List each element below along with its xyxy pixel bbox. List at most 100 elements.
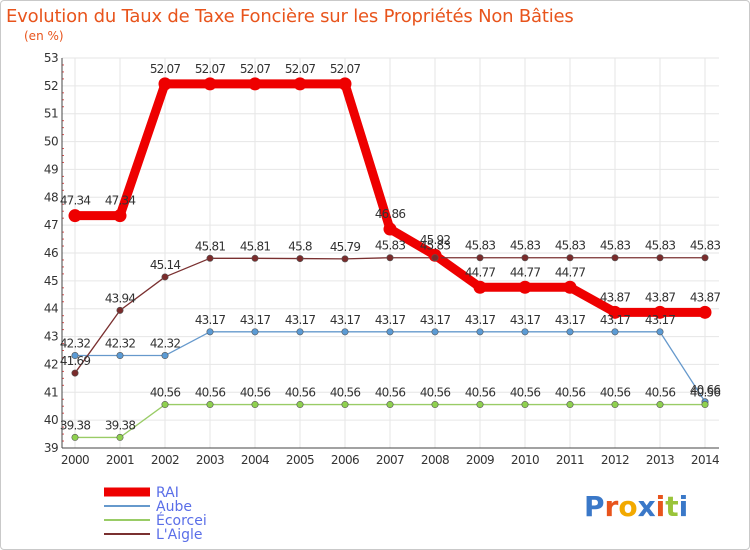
data-label: 45.83 (510, 239, 541, 253)
data-label: 45.81 (195, 239, 226, 253)
data-point (476, 401, 484, 409)
data-point (566, 401, 574, 409)
data-label: 40.56 (375, 386, 406, 400)
data-label: 43.17 (420, 313, 451, 327)
data-label: 43.17 (600, 313, 631, 327)
data-label: 40.56 (195, 386, 226, 400)
data-point (656, 401, 664, 409)
data-label: 46.86 (375, 207, 406, 221)
logo-letter: i (678, 490, 689, 523)
data-label: 40.56 (510, 386, 541, 400)
data-label: 41.69 (60, 354, 91, 368)
data-label: 43.87 (690, 290, 721, 304)
data-point (296, 255, 304, 263)
y-tick-label: 49 (44, 162, 58, 176)
data-label: 40.56 (285, 386, 316, 400)
x-tick-label: 2013 (646, 453, 674, 467)
data-point (296, 328, 304, 336)
data-label: 43.17 (465, 313, 496, 327)
y-tick-label: 44 (44, 302, 58, 316)
x-tick-label: 2008 (421, 453, 449, 467)
data-label: 52.07 (330, 62, 361, 76)
chart-title: Evolution du Taux de Taxe Foncière sur l… (6, 6, 574, 27)
data-point (251, 328, 259, 336)
data-label: 45.92 (420, 233, 451, 247)
data-point (158, 77, 172, 91)
y-tick-label: 53 (44, 51, 58, 65)
data-label: 45.8 (288, 240, 312, 254)
logo-letter: o (618, 490, 638, 523)
x-tick-label: 2011 (556, 453, 584, 467)
data-label: 45.83 (555, 239, 586, 253)
data-label: 43.94 (105, 291, 136, 305)
data-point (431, 328, 439, 336)
logo-letter: i (655, 490, 666, 523)
y-tick-label: 40 (44, 413, 58, 427)
y-tick-label: 39 (44, 441, 58, 455)
data-point (611, 401, 619, 409)
y-tick-label: 47 (44, 218, 58, 232)
data-point (161, 273, 169, 281)
data-label: 40.66 (690, 383, 721, 397)
data-label: 40.56 (330, 386, 361, 400)
data-label: 40.56 (555, 386, 586, 400)
data-point (206, 328, 214, 336)
x-tick-label: 2012 (601, 453, 629, 467)
x-tick-label: 2006 (331, 453, 359, 467)
data-label: 43.17 (375, 313, 406, 327)
data-label: 45.83 (645, 239, 676, 253)
x-tick-label: 2014 (691, 453, 719, 467)
x-tick-label: 2005 (286, 453, 314, 467)
data-point (566, 254, 574, 262)
data-point (608, 305, 622, 319)
data-label: 45.14 (150, 258, 181, 272)
data-point (71, 433, 79, 441)
data-label: 43.17 (285, 313, 316, 327)
data-point (206, 254, 214, 262)
data-label: 45.83 (465, 239, 496, 253)
data-label: 43.17 (240, 313, 271, 327)
data-point (656, 328, 664, 336)
logo-letter: r (604, 490, 619, 523)
x-tick-label: 2003 (196, 453, 224, 467)
data-label: 45.83 (420, 239, 451, 253)
data-label: 40.56 (645, 386, 676, 400)
legend-label: Écorcei (156, 512, 207, 529)
logo-letter: x (637, 490, 656, 523)
data-point (473, 280, 487, 294)
data-label: 39.38 (105, 418, 136, 432)
data-label: 44.77 (510, 265, 541, 279)
x-tick-label: 2007 (376, 453, 404, 467)
data-label: 45.81 (240, 239, 271, 253)
data-label: 52.07 (285, 62, 316, 76)
data-label: 43.87 (645, 290, 676, 304)
logo-letter: t (665, 490, 679, 523)
data-label: 45.83 (375, 239, 406, 253)
data-point (338, 77, 352, 91)
logo-letter: P (584, 490, 605, 523)
data-point (341, 328, 349, 336)
data-point (296, 401, 304, 409)
data-point (386, 254, 394, 262)
data-point (116, 352, 124, 360)
data-label: 40.56 (600, 386, 631, 400)
y-tick-label: 50 (44, 135, 58, 149)
x-tick-label: 2004 (241, 453, 269, 467)
data-label: 43.17 (195, 313, 226, 327)
x-tick-label: 2010 (511, 453, 539, 467)
x-tick-label: 2001 (106, 453, 134, 467)
data-point (386, 328, 394, 336)
data-point (476, 254, 484, 262)
data-point (521, 328, 529, 336)
data-point (293, 77, 307, 91)
data-point (161, 352, 169, 360)
data-label: 47.34 (60, 194, 91, 208)
data-point (611, 254, 619, 262)
legend-label: Aube (156, 499, 192, 515)
data-point (431, 401, 439, 409)
data-label: 39.38 (60, 418, 91, 432)
legend-label: L'Aigle (156, 527, 203, 543)
data-point (698, 305, 712, 319)
data-label: 47.34 (105, 194, 136, 208)
data-point (71, 352, 79, 360)
